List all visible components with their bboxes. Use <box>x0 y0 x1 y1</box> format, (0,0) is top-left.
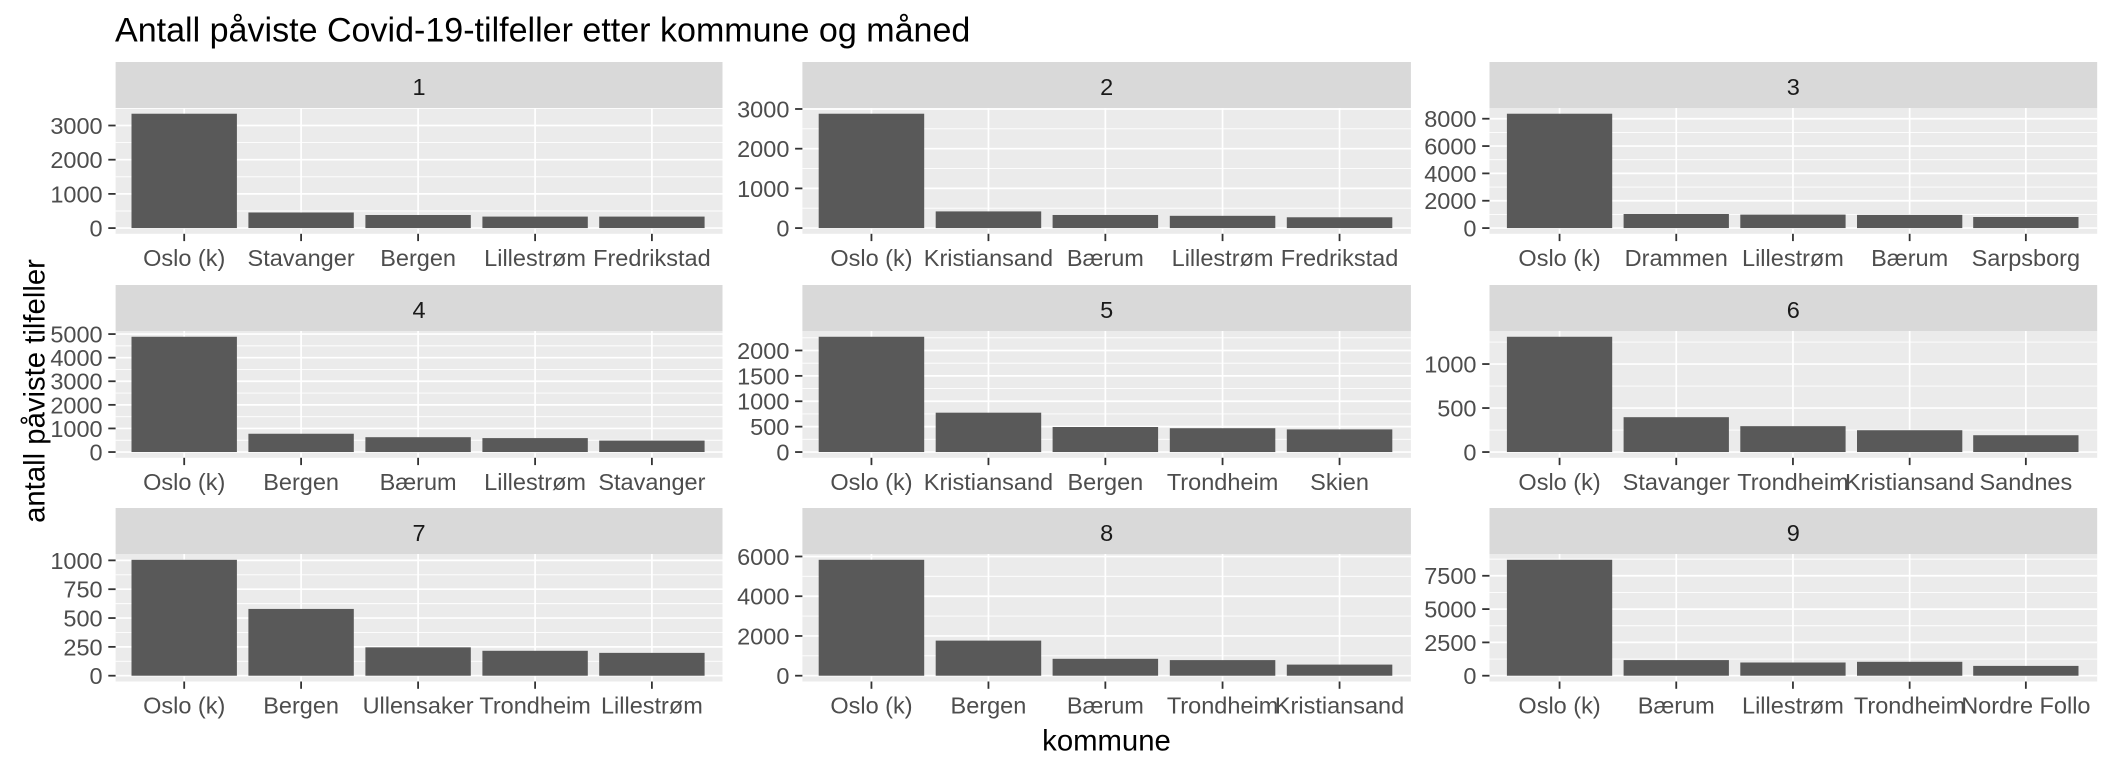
svg-text:3000: 3000 <box>737 96 789 122</box>
svg-text:Lillestrøm: Lillestrøm <box>484 469 586 495</box>
svg-text:Oslo (k): Oslo (k) <box>143 469 225 495</box>
svg-text:2000: 2000 <box>50 147 102 173</box>
svg-text:6000: 6000 <box>1424 133 1476 159</box>
svg-text:Lillestrøm: Lillestrøm <box>601 693 703 719</box>
svg-text:2000: 2000 <box>50 392 102 418</box>
svg-text:3: 3 <box>1787 74 1800 100</box>
svg-text:Oslo (k): Oslo (k) <box>1518 245 1600 271</box>
svg-text:Oslo (k): Oslo (k) <box>1518 469 1600 495</box>
svg-text:500: 500 <box>750 414 789 440</box>
svg-text:Sarpsborg: Sarpsborg <box>1972 245 2080 271</box>
svg-text:9: 9 <box>1787 520 1800 546</box>
svg-text:5000: 5000 <box>1424 596 1476 622</box>
svg-text:1500: 1500 <box>737 363 789 389</box>
svg-text:Ullensaker: Ullensaker <box>363 693 474 719</box>
svg-text:0: 0 <box>1463 439 1476 465</box>
svg-text:Stavanger: Stavanger <box>1623 469 1730 495</box>
svg-text:4000: 4000 <box>737 584 789 610</box>
svg-text:5000: 5000 <box>50 321 102 347</box>
svg-text:Kristiansand: Kristiansand <box>1845 469 1974 495</box>
svg-text:3000: 3000 <box>50 113 102 139</box>
svg-text:500: 500 <box>1437 395 1476 421</box>
svg-text:5: 5 <box>1100 297 1113 323</box>
svg-text:Lillestrøm: Lillestrøm <box>1172 245 1274 271</box>
svg-text:Bærum: Bærum <box>1871 245 1948 271</box>
svg-text:2000: 2000 <box>737 338 789 364</box>
svg-text:250: 250 <box>63 634 102 660</box>
svg-text:1000: 1000 <box>1424 351 1476 377</box>
svg-text:Fredrikstad: Fredrikstad <box>593 245 711 271</box>
svg-text:2000: 2000 <box>737 136 789 162</box>
svg-text:8000: 8000 <box>1424 106 1476 132</box>
svg-text:Fredrikstad: Fredrikstad <box>1281 245 1399 271</box>
svg-text:Sandnes: Sandnes <box>1979 469 2072 495</box>
svg-text:0: 0 <box>90 215 103 241</box>
svg-text:0: 0 <box>1463 663 1476 689</box>
svg-text:kommune: kommune <box>1042 724 1171 757</box>
svg-text:Drammen: Drammen <box>1625 245 1728 271</box>
svg-text:0: 0 <box>90 439 103 465</box>
svg-text:Kristiansand: Kristiansand <box>1275 693 1404 719</box>
svg-text:2000: 2000 <box>1424 188 1476 214</box>
svg-text:Stavanger: Stavanger <box>598 469 705 495</box>
svg-text:Oslo (k): Oslo (k) <box>143 693 225 719</box>
svg-text:0: 0 <box>776 215 789 241</box>
svg-text:1000: 1000 <box>50 548 102 574</box>
svg-text:4000: 4000 <box>50 345 102 371</box>
svg-text:Oslo (k): Oslo (k) <box>1518 693 1600 719</box>
svg-text:Bærum: Bærum <box>1638 693 1715 719</box>
svg-text:7500: 7500 <box>1424 563 1476 589</box>
svg-text:Oslo (k): Oslo (k) <box>830 693 912 719</box>
svg-text:Bærum: Bærum <box>1067 693 1144 719</box>
svg-text:Oslo (k): Oslo (k) <box>830 245 912 271</box>
svg-text:500: 500 <box>63 605 102 631</box>
svg-text:Bergen: Bergen <box>380 245 456 271</box>
svg-text:Nordre Follo: Nordre Follo <box>1961 693 2090 719</box>
svg-text:Skien: Skien <box>1310 469 1369 495</box>
svg-text:Lillestrøm: Lillestrøm <box>1742 693 1844 719</box>
svg-text:1000: 1000 <box>50 416 102 442</box>
svg-text:Trondheim: Trondheim <box>1854 693 1965 719</box>
svg-text:Trondheim: Trondheim <box>1167 693 1278 719</box>
svg-text:7: 7 <box>413 520 426 546</box>
svg-text:Bærum: Bærum <box>380 469 457 495</box>
svg-text:Oslo (k): Oslo (k) <box>830 469 912 495</box>
svg-text:0: 0 <box>776 663 789 689</box>
svg-text:750: 750 <box>63 577 102 603</box>
svg-text:0: 0 <box>90 663 103 689</box>
svg-text:Bergen: Bergen <box>263 693 339 719</box>
svg-text:4000: 4000 <box>1424 161 1476 187</box>
svg-text:Bergen: Bergen <box>951 693 1027 719</box>
svg-text:antall påviste tilfeller: antall påviste tilfeller <box>19 259 52 523</box>
svg-text:Trondheim: Trondheim <box>1737 469 1848 495</box>
svg-text:1000: 1000 <box>737 176 789 202</box>
svg-text:6000: 6000 <box>737 544 789 570</box>
svg-text:2500: 2500 <box>1424 630 1476 656</box>
svg-text:Bergen: Bergen <box>263 469 339 495</box>
svg-text:8: 8 <box>1100 520 1113 546</box>
svg-text:1000: 1000 <box>737 389 789 415</box>
svg-text:3000: 3000 <box>50 369 102 395</box>
svg-text:4: 4 <box>413 297 426 323</box>
svg-text:Antall påviste Covid-19-tilfel: Antall påviste Covid-19-tilfeller etter … <box>115 11 970 49</box>
svg-text:2000: 2000 <box>737 623 789 649</box>
svg-text:Trondheim: Trondheim <box>1167 469 1278 495</box>
svg-text:0: 0 <box>1463 215 1476 241</box>
svg-text:Bergen: Bergen <box>1067 469 1143 495</box>
svg-text:1: 1 <box>413 74 426 100</box>
svg-text:2: 2 <box>1100 74 1113 100</box>
svg-text:Lillestrøm: Lillestrøm <box>1742 245 1844 271</box>
svg-text:Lillestrøm: Lillestrøm <box>484 245 586 271</box>
svg-text:1000: 1000 <box>50 181 102 207</box>
svg-text:Trondheim: Trondheim <box>479 693 590 719</box>
svg-text:Oslo (k): Oslo (k) <box>143 245 225 271</box>
svg-text:6: 6 <box>1787 297 1800 323</box>
svg-text:Kristiansand: Kristiansand <box>924 469 1053 495</box>
svg-text:Kristiansand: Kristiansand <box>924 245 1053 271</box>
svg-text:0: 0 <box>776 439 789 465</box>
svg-text:Stavanger: Stavanger <box>248 245 355 271</box>
svg-text:Bærum: Bærum <box>1067 245 1144 271</box>
